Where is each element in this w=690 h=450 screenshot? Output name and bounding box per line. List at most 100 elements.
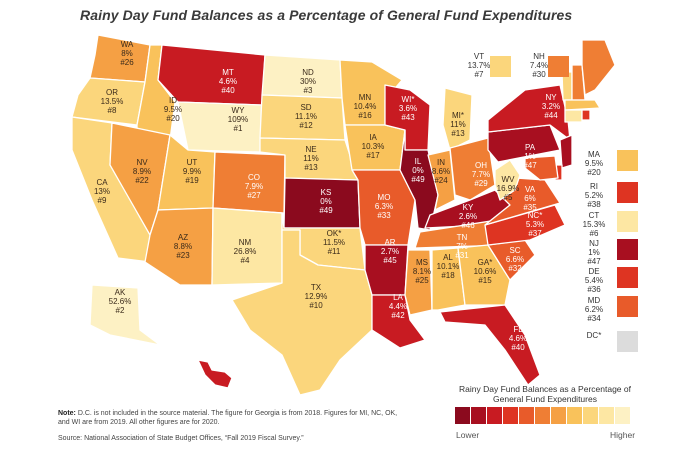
state-label-ga-name: GA* — [478, 258, 493, 267]
state-label-wa-rank: #26 — [120, 58, 134, 67]
callout-ma-rank: #20 — [587, 168, 601, 177]
state-label-la-name: LA — [393, 293, 403, 302]
state-label-nm-value: 26.8% — [234, 247, 257, 256]
legend-swatch-8 — [583, 407, 598, 424]
legend-swatch-7 — [567, 407, 582, 424]
state-ma — [564, 99, 601, 111]
state-label-tx-value: 12.9% — [305, 292, 328, 301]
state-label-ok-rank: #11 — [328, 247, 341, 256]
state-label-mi-value: 11% — [450, 120, 465, 129]
state-label-hi-rank: #39 — [209, 359, 223, 368]
state-label-ar-rank: #45 — [383, 256, 397, 265]
legend-high-label: Higher — [610, 430, 636, 440]
state-label-la-rank: #42 — [391, 311, 405, 320]
state-ri — [581, 109, 591, 121]
state-label-ga-value: 10.6% — [474, 267, 497, 276]
state-label-nc-rank: #37 — [528, 229, 542, 238]
callout-de-rank: #36 — [587, 285, 601, 294]
state-label-sd-rank: #12 — [299, 121, 313, 130]
callout-nj-rank: #47 — [587, 257, 601, 266]
callout-label-vt: VT 13.7% #7 — [455, 52, 503, 79]
callout-ri-rank: #38 — [587, 200, 601, 209]
note-text: D.C. is not included in the source mater… — [58, 410, 398, 426]
state-label-ak-rank: #2 — [116, 306, 125, 315]
state-label-or-value: 13.5% — [101, 97, 124, 106]
state-label-ia-rank: #17 — [366, 151, 380, 160]
state-label-ne-name: NE — [305, 145, 316, 154]
state-label-mi-rank: #13 — [451, 129, 465, 138]
legend-swatch-3 — [503, 407, 518, 424]
state-label-wi-rank: #43 — [401, 113, 415, 122]
callout-ct-name: CT — [588, 211, 600, 220]
state-label-nc-name: NC* — [528, 211, 543, 220]
legend-swatch-9 — [599, 407, 614, 424]
state-oh — [449, 137, 496, 201]
callout-nh-rank: #30 — [532, 70, 546, 79]
state-label-ca-value: 13% — [94, 187, 110, 196]
state-ms — [404, 249, 433, 316]
state-label-nm-name: NM — [239, 238, 252, 247]
state-label-ks-rank: #49 — [319, 206, 333, 215]
state-label-in-value: 8.6% — [432, 167, 450, 176]
callout-dc-name: DC* — [586, 331, 602, 340]
callout-nj-name: NJ — [589, 239, 599, 248]
map-title: Rainy Day Fund Balances as a Percentage … — [80, 7, 573, 23]
callout-md-value: 6.2% — [584, 305, 604, 314]
legend-swatch-2 — [487, 407, 502, 424]
state-label-nv-name: NV — [136, 158, 148, 167]
state-label-co-rank: #27 — [247, 191, 261, 200]
state-label-oh-rank: #29 — [474, 179, 488, 188]
callout-swatch-vt — [490, 56, 511, 77]
source-credit: Source: National Association of State Bu… — [58, 435, 304, 442]
state-label-mn-name: MN — [359, 93, 372, 102]
callout-ma-value: 9.5% — [584, 159, 604, 168]
callout-md-rank: #34 — [587, 314, 601, 323]
state-label-sc-value: 6.6% — [506, 255, 524, 264]
state-ct — [564, 109, 583, 123]
state-or — [71, 77, 146, 126]
callout-swatch-md — [617, 296, 638, 317]
state-label-al-name: AL — [443, 253, 453, 262]
state-label-ks-value: 0% — [320, 197, 332, 206]
state-label-wa-value: 8% — [121, 49, 133, 58]
state-label-ks-name: KS — [321, 188, 332, 197]
state-label-tn-name: TN — [457, 233, 468, 242]
state-nj — [559, 134, 573, 169]
state-label-il-rank: #49 — [411, 175, 425, 184]
state-label-ky-rank: #46 — [461, 221, 475, 230]
state-label-az-rank: #23 — [176, 251, 190, 260]
state-label-wa-name: WA — [121, 40, 134, 49]
state-label-ny-name: NY — [545, 93, 557, 102]
state-label-mt-name: MT — [222, 68, 234, 77]
state-label-wy-value: 109% — [228, 115, 248, 124]
legend-swatch-0 — [455, 407, 470, 424]
state-label-tn-rank: #31 — [455, 251, 469, 260]
state-label-sc-name: SC — [509, 246, 520, 255]
state-label-ny-rank: #44 — [544, 111, 558, 120]
state-label-wv-name: WV — [502, 175, 516, 184]
state-label-nc-value: 5.3% — [526, 220, 544, 229]
callout-label-ct: CT 15.3% #6 — [570, 211, 618, 238]
state-label-mo-rank: #33 — [377, 211, 391, 220]
state-label-az-name: AZ — [178, 233, 188, 242]
callout-swatch-de — [617, 267, 638, 288]
state-label-id-rank: #20 — [166, 114, 180, 123]
callout-label-nh: NH 7.4% #30 — [515, 52, 563, 79]
callout-nj-value: 1% — [588, 248, 600, 257]
state-label-fl-name: FL — [513, 325, 523, 334]
callout-de-name: DE — [588, 267, 600, 276]
state-label-tn-value: 7% — [456, 242, 468, 251]
state-label-ca-rank: #9 — [98, 196, 107, 205]
state-label-mn-rank: #16 — [358, 111, 372, 120]
callout-swatch-nh — [548, 56, 569, 77]
state-label-ak-name: AK — [115, 288, 126, 297]
legend-swatch-1 — [471, 407, 486, 424]
state-label-sd-value: 11.1% — [295, 112, 317, 121]
state-label-wi-name: WI* — [402, 95, 415, 104]
callout-ct-value: 15.3% — [582, 220, 606, 229]
state-label-wi-value: 3.6% — [399, 104, 417, 113]
state-label-wv-value: 16.9% — [497, 184, 520, 193]
state-label-mt-value: 4.6% — [219, 77, 237, 86]
state-tx — [231, 229, 373, 396]
state-label-al-rank: #18 — [441, 271, 455, 280]
